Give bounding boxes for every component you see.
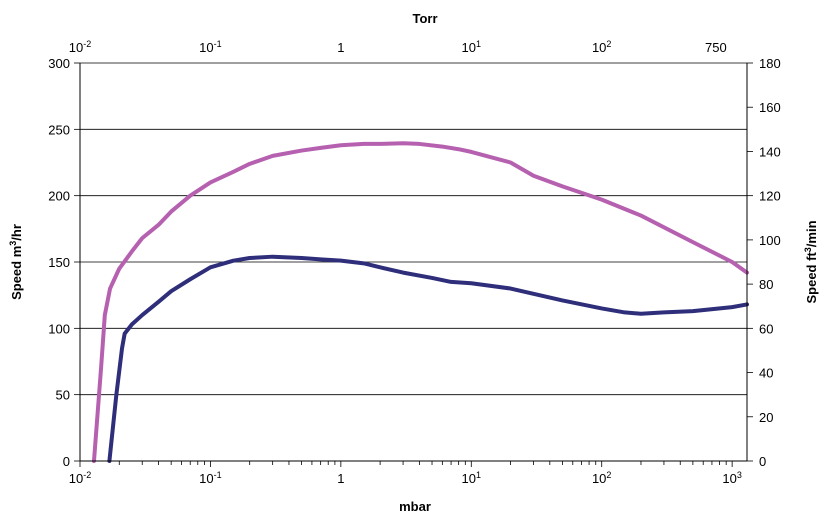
series-line-1 (91, 141, 749, 463)
y-left-tick-label: 150 (48, 255, 70, 270)
y-left-tick-label: 100 (48, 321, 70, 336)
x-bottom-tick-label: 103 (722, 470, 741, 486)
y-right-tick-label: 40 (759, 366, 773, 381)
left-axis-title: Speed m3/hr (8, 224, 24, 300)
x-top-tick-label: 750 (705, 40, 727, 55)
y-right-tick-label: 80 (759, 277, 773, 292)
x-bottom-tick-label: 1 (337, 471, 344, 486)
y-left-tick-label: 200 (48, 189, 70, 204)
left-axis-title-sup: 3 (8, 241, 18, 246)
x-top-tick-label: 10-2 (69, 39, 91, 55)
y-left-tick-label: 300 (48, 56, 70, 71)
y-right-tick-label: 120 (759, 189, 781, 204)
right-axis-title-tail: /min (804, 220, 819, 247)
y-right-tick-label: 180 (759, 56, 781, 71)
right-axis-title: Speed ft3/min (803, 220, 819, 303)
x-bottom-tick-label: 102 (592, 470, 611, 486)
x-bottom-tick-label: 10-1 (199, 470, 221, 486)
bottom-axis-title: mbar (399, 499, 431, 514)
series-line-2 (107, 254, 749, 463)
x-bottom-tick-label: 10-2 (69, 470, 91, 486)
x-top-tick-label: 10-1 (199, 39, 221, 55)
left-axis-title-tail: /hr (9, 224, 24, 241)
right-axis-title-main: Speed ft (804, 252, 819, 304)
x-top-tick-label: 1 (337, 40, 344, 55)
y-left-tick-label: 0 (63, 454, 70, 469)
x-top-tick-label: 102 (592, 39, 611, 55)
left-axis-title-main: Speed m (9, 246, 24, 300)
x-bottom-tick-label: 101 (462, 470, 481, 486)
series-group (91, 141, 749, 463)
y-right-tick-label: 20 (759, 410, 773, 425)
axes (74, 62, 753, 467)
y-left-tick-label: 250 (48, 122, 70, 137)
tick-labels: 0 50 100 150 200 250 300 0 20 40 60 80 100 120 140 160 1… (48, 39, 780, 486)
y-left-tick-label: 50 (56, 388, 70, 403)
y-right-tick-label: 160 (759, 100, 781, 115)
right-axis-title-sup: 3 (803, 247, 813, 252)
y-right-tick-label: 0 (759, 454, 766, 469)
top-axis-title: Torr (412, 11, 437, 26)
x-top-tick-label: 101 (462, 39, 481, 55)
y-right-tick-label: 60 (759, 321, 773, 336)
y-right-tick-label: 100 (759, 233, 781, 248)
gridlines (80, 62, 747, 396)
y-right-tick-label: 140 (759, 144, 781, 159)
